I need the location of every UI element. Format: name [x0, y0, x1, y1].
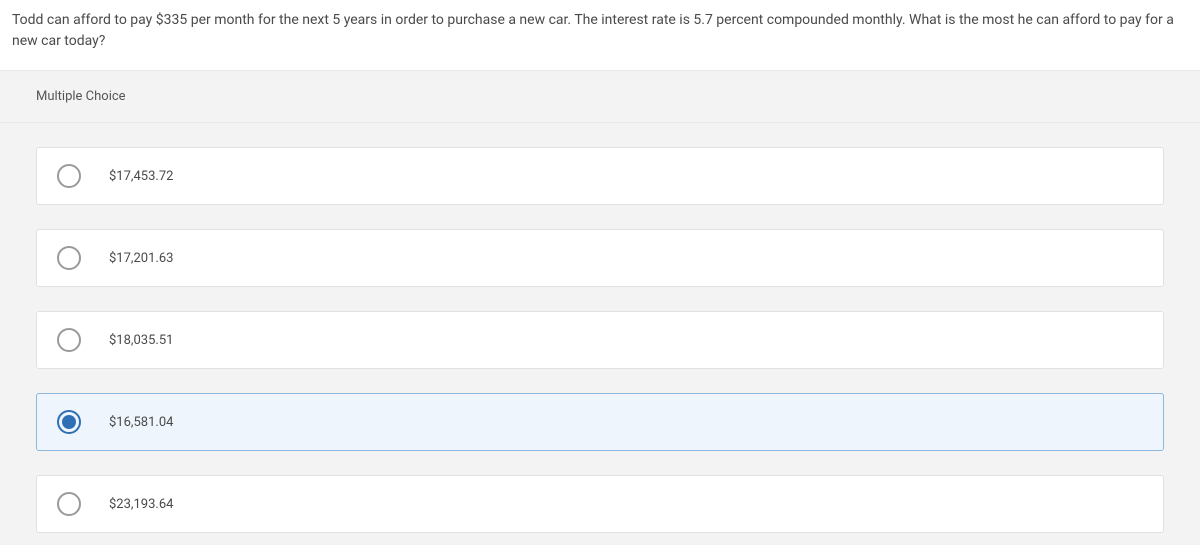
multiple-choice-panel: Multiple Choice $17,453.72 $17,201.63 $1…: [0, 70, 1200, 545]
radio-fill-icon: [62, 415, 76, 429]
option-0[interactable]: $17,453.72: [36, 147, 1164, 205]
radio-icon: [57, 328, 81, 352]
radio-icon: [57, 246, 81, 270]
option-4[interactable]: $23,193.64: [36, 475, 1164, 533]
mc-header: Multiple Choice: [0, 71, 1200, 123]
option-2[interactable]: $18,035.51: [36, 311, 1164, 369]
option-label: $18,035.51: [109, 333, 173, 348]
radio-icon: [57, 492, 81, 516]
radio-icon: [57, 164, 81, 188]
option-label: $23,193.64: [109, 497, 173, 512]
option-label: $17,453.72: [109, 169, 173, 184]
option-3[interactable]: $16,581.04: [36, 393, 1164, 451]
radio-icon: [57, 410, 81, 434]
question-text: Todd can afford to pay $335 per month fo…: [0, 0, 1200, 70]
option-label: $17,201.63: [109, 251, 173, 266]
option-label: $16,581.04: [109, 415, 173, 430]
options-list: $17,453.72 $17,201.63 $18,035.51 $16,581…: [0, 123, 1200, 533]
option-1[interactable]: $17,201.63: [36, 229, 1164, 287]
